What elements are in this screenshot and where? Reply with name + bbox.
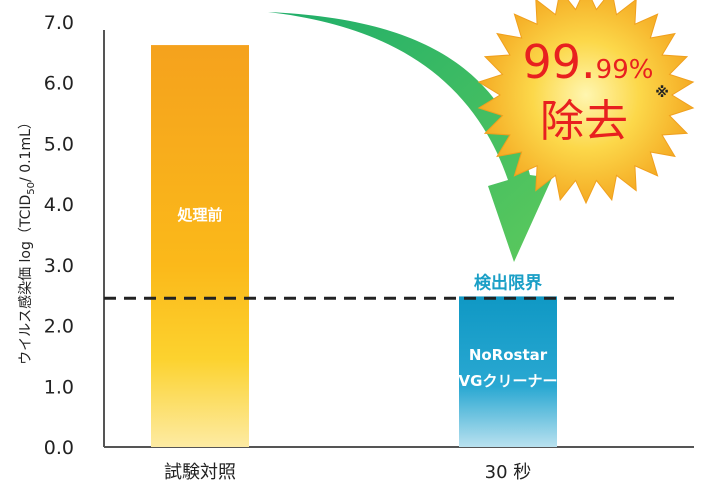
detection-limit-label: 検出限界 (474, 272, 542, 293)
y-tick-label: 3.0 (44, 255, 74, 277)
removal-badge: 99.99% 除去 ※ (477, 0, 695, 205)
bar (151, 45, 249, 447)
y-axis-label-sub: 50 (26, 182, 37, 195)
bar (459, 296, 557, 447)
y-tick-label: 0.0 (44, 437, 74, 459)
y-axis-label-tail: / 0.1mL） (18, 115, 34, 182)
x-category-label: 30 秒 (485, 462, 532, 483)
badge-removal-text: 除去 (540, 96, 628, 147)
bar-label: VGクリーナー (459, 372, 558, 390)
y-tick-label: 4.0 (44, 194, 74, 216)
badge-percent-sign: % (629, 55, 654, 85)
y-axis-label: ウイルス感染価 log（TCID50/ 0.1mL） (17, 115, 37, 365)
starburst-shape (477, 0, 695, 205)
x-category-label: 試験対照 (164, 462, 236, 483)
y-tick-label: 2.0 (44, 316, 74, 338)
badge-percent-small: 99 (596, 55, 629, 85)
y-tick-label: 7.0 (44, 12, 74, 34)
bar-label: 処理前 (176, 206, 222, 224)
reduction-arrow (268, 12, 552, 262)
y-axis-label-main: ウイルス感染価 log（TCID (17, 195, 34, 365)
badge-percent: 99.99% (523, 35, 654, 89)
badge-percent-big: 99. (523, 35, 596, 89)
badge-note-mark: ※ (655, 85, 669, 101)
y-tick-label: 1.0 (44, 376, 74, 398)
y-tick-label: 6.0 (44, 73, 74, 95)
y-tick-label: 5.0 (44, 133, 74, 155)
bar-label: NoRostar (469, 346, 548, 364)
